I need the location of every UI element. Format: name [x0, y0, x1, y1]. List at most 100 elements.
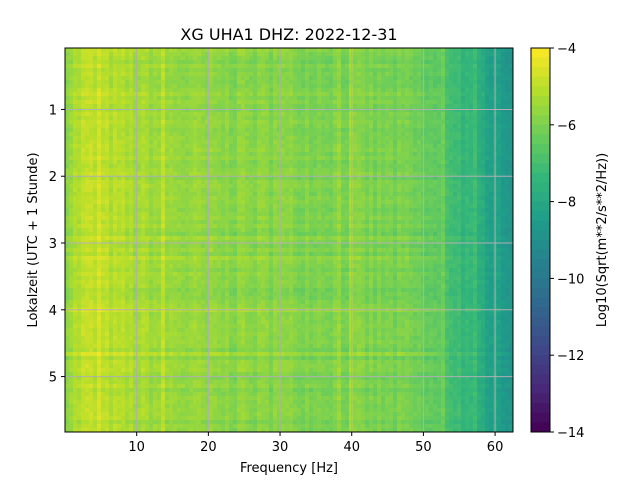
heatmap-cell	[389, 48, 394, 53]
heatmap-cell	[229, 188, 234, 193]
heatmap-cell	[133, 60, 138, 65]
heatmap-cell	[233, 192, 238, 197]
heatmap-cell	[69, 68, 74, 73]
heatmap-cell	[245, 180, 250, 185]
heatmap-cell	[425, 204, 430, 209]
heatmap-cell	[381, 132, 386, 137]
heatmap-cell	[81, 48, 86, 53]
heatmap-cell	[173, 196, 178, 201]
heatmap-cell	[225, 60, 230, 65]
heatmap-cell	[465, 108, 470, 113]
heatmap-cell	[401, 196, 406, 201]
heatmap-cell	[441, 92, 446, 97]
heatmap-cell	[485, 172, 490, 177]
heatmap-cell	[377, 132, 382, 137]
heatmap-cell	[149, 88, 154, 93]
heatmap-cell	[465, 212, 470, 217]
heatmap-cell	[445, 192, 450, 197]
heatmap-cell	[113, 104, 118, 109]
heatmap-cell	[221, 48, 226, 53]
heatmap-cell	[89, 108, 94, 113]
heatmap-cell	[245, 88, 250, 93]
heatmap-cell	[217, 192, 222, 197]
heatmap-cell	[417, 140, 422, 145]
heatmap-cell	[313, 136, 318, 141]
heatmap-cell	[265, 124, 270, 129]
heatmap-cell	[369, 200, 374, 205]
heatmap-cell	[309, 204, 314, 209]
heatmap-cell	[213, 68, 218, 73]
heatmap-cell	[69, 168, 74, 173]
heatmap-cell	[365, 128, 370, 133]
heatmap-cell	[225, 68, 230, 73]
heatmap-cell	[385, 108, 390, 113]
heatmap-cell	[309, 192, 314, 197]
heatmap-cell	[65, 124, 70, 129]
heatmap-cell	[453, 60, 458, 65]
heatmap-cell	[133, 108, 138, 113]
heatmap-cell	[145, 176, 150, 181]
heatmap-cell	[273, 92, 278, 97]
heatmap-cell	[161, 212, 166, 217]
heatmap-cell	[465, 160, 470, 165]
heatmap-cell	[77, 200, 82, 205]
heatmap-cell	[317, 80, 322, 85]
heatmap-cell	[409, 184, 414, 189]
heatmap-cell	[197, 128, 202, 133]
heatmap-cell	[289, 224, 294, 229]
heatmap-cell	[177, 172, 182, 177]
heatmap-cell	[489, 144, 494, 149]
heatmap-cell	[145, 168, 150, 173]
heatmap-cell	[317, 60, 322, 65]
heatmap-cell	[221, 212, 226, 217]
heatmap-cell	[133, 116, 138, 121]
heatmap-cell	[361, 64, 366, 69]
heatmap-cell	[297, 88, 302, 93]
heatmap-cell	[457, 60, 462, 65]
heatmap-cell	[373, 196, 378, 201]
heatmap-cell	[153, 188, 158, 193]
heatmap-cell	[189, 156, 194, 161]
heatmap-cell	[309, 132, 314, 137]
heatmap-cell	[193, 100, 198, 105]
heatmap-cell	[169, 204, 174, 209]
heatmap-cell	[477, 68, 482, 73]
heatmap-cell	[405, 148, 410, 153]
heatmap-cell	[105, 224, 110, 229]
heatmap-cell	[161, 92, 166, 97]
heatmap-cell	[217, 60, 222, 65]
heatmap-cell	[381, 52, 386, 57]
heatmap-cell	[393, 164, 398, 169]
heatmap-cell	[225, 164, 230, 169]
heatmap-cell	[229, 84, 234, 89]
heatmap-cell	[101, 196, 106, 201]
heatmap-cell	[405, 152, 410, 157]
heatmap-cell	[285, 80, 290, 85]
heatmap-cell	[225, 136, 230, 141]
heatmap-cell	[253, 224, 258, 229]
heatmap-cell	[425, 152, 430, 157]
heatmap-cell	[129, 220, 134, 225]
heatmap-cell	[485, 60, 490, 65]
heatmap-cell	[161, 192, 166, 197]
heatmap-cell	[461, 164, 466, 169]
heatmap-cell	[433, 144, 438, 149]
heatmap-cell	[365, 208, 370, 213]
heatmap-cell	[269, 92, 274, 97]
heatmap-cell	[445, 112, 450, 117]
heatmap-cell	[401, 56, 406, 61]
heatmap-cell	[129, 112, 134, 117]
heatmap-cell	[497, 92, 502, 97]
heatmap-cell	[257, 124, 262, 129]
heatmap-cell	[201, 100, 206, 105]
heatmap-cell	[217, 180, 222, 185]
heatmap-cell	[281, 172, 286, 177]
heatmap-cell	[509, 180, 513, 185]
heatmap-cell	[329, 128, 334, 133]
heatmap-cell	[477, 156, 482, 161]
heatmap-cell	[273, 220, 278, 225]
heatmap-cell	[501, 156, 506, 161]
heatmap-cell	[73, 148, 78, 153]
heatmap-cell	[133, 72, 138, 77]
heatmap-cell	[205, 184, 210, 189]
